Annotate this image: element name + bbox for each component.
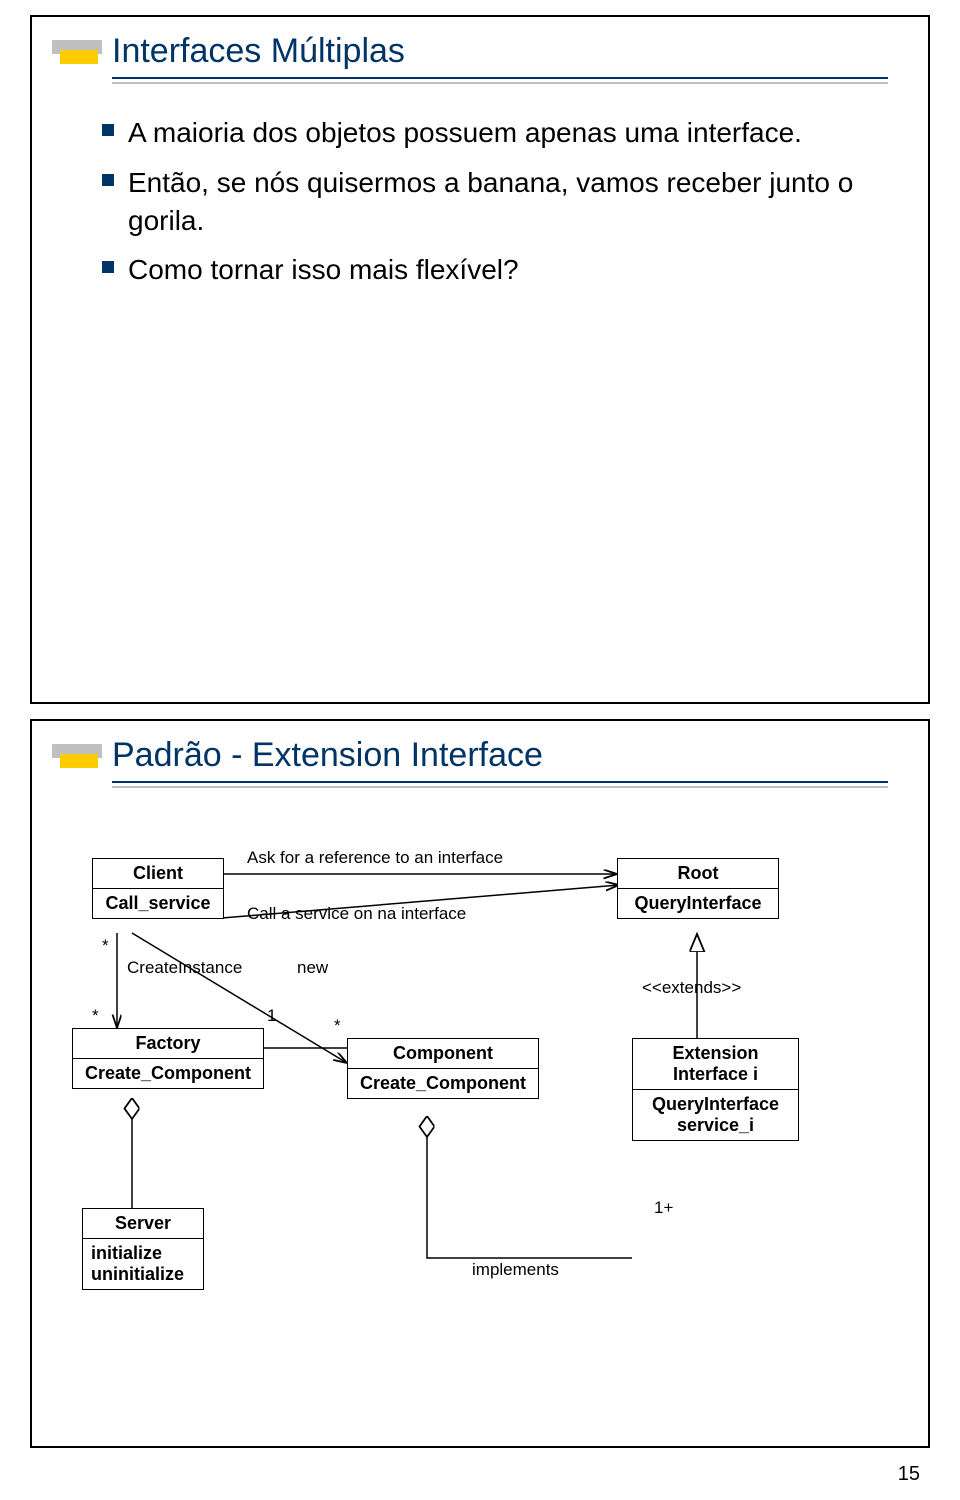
box-row: Create_Component [73,1059,263,1088]
bullet-text: Como tornar isso mais flexível? [128,251,519,289]
label-mult: 1 [267,1006,276,1026]
label-create-instance: CreateInstance [127,958,242,978]
box-client: Client Call_service [92,858,224,919]
label-mult: * [334,1016,341,1036]
label-mult: 1+ [654,1198,673,1218]
label-ask: Ask for a reference to an interface [247,848,503,868]
box-row: Call_service [93,889,223,918]
box-header: Server [83,1209,203,1239]
box-extension: Extension Interface i QueryInterface ser… [632,1038,799,1141]
label-new: new [297,958,328,978]
label-mult: * [102,936,109,956]
title-underline [112,783,888,788]
label-call: Call a service on na interface [247,904,466,924]
box-header: Root [618,859,778,889]
uml-diagram: Client Call_service Root QueryInterface … [72,818,888,1378]
label-implements: implements [472,1260,559,1280]
title-underline [112,79,888,84]
slide-2: Padrão - Extension Interface [30,719,930,1448]
box-component: Component Create_Component [347,1038,539,1099]
title-container: Interfaces Múltiplas [72,32,888,84]
slide-title: Padrão - Extension Interface [112,736,888,783]
box-row: Create_Component [348,1069,538,1098]
label-mult: * [92,1006,99,1026]
bullet-item: A maioria dos objetos possuem apenas uma… [102,114,868,152]
bullet-item: Então, se nós quisermos a banana, vamos … [102,164,868,240]
bullet-text: Então, se nós quisermos a banana, vamos … [128,164,868,240]
deco-yellow [60,754,98,768]
box-header: Extension Interface i [633,1039,798,1090]
box-server: Server initialize uninitialize [82,1208,204,1290]
box-row: QueryInterface [618,889,778,918]
bullet-text: A maioria dos objetos possuem apenas uma… [128,114,802,152]
slide-title: Interfaces Múltiplas [112,32,888,79]
page-number: 15 [0,1463,920,1486]
box-root: Root QueryInterface [617,858,779,919]
label-extends: <<extends>> [642,978,741,998]
bullet-list: A maioria dos objetos possuem apenas uma… [102,114,868,289]
box-header: Component [348,1039,538,1069]
title-container: Padrão - Extension Interface [72,736,888,788]
deco-yellow [60,50,98,64]
bullet-marker [102,261,114,273]
box-row: QueryInterface service_i [633,1090,798,1140]
bullet-marker [102,124,114,136]
bullet-item: Como tornar isso mais flexível? [102,251,868,289]
bullet-marker [102,174,114,186]
box-row: initialize uninitialize [83,1239,203,1289]
box-header: Factory [73,1029,263,1059]
box-header: Client [93,859,223,889]
slide-1: Interfaces Múltiplas A maioria dos objet… [30,15,930,704]
box-factory: Factory Create_Component [72,1028,264,1089]
